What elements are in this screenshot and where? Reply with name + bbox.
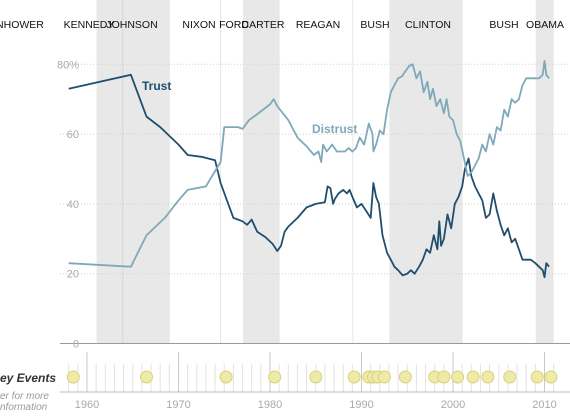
key-events-hint-line-2: nformation <box>0 402 48 413</box>
key-event-dot-12[interactable] <box>438 371 450 383</box>
key-events-hint-line-1: er for more <box>0 391 49 402</box>
president-label-nixon: NIXON <box>182 19 215 31</box>
y-tick-label-40: 40 <box>67 199 79 211</box>
key-event-dot-1[interactable] <box>141 371 153 383</box>
president-label-johnson: JOHNSON <box>106 19 157 31</box>
key-event-dot-0[interactable] <box>67 371 79 383</box>
x-tick-label-1980: 1980 <box>258 399 282 411</box>
president-label-carter: CARTER <box>242 19 285 31</box>
key-event-dot-16[interactable] <box>504 371 516 383</box>
y-tick-label-20: 20 <box>67 269 79 281</box>
president-label-obama: OBAMA <box>526 19 564 31</box>
key-event-dot-9[interactable] <box>378 371 390 383</box>
president-label-bush-2: BUSH <box>489 19 518 31</box>
president-label-bush: BUSH <box>360 19 389 31</box>
y-tick-label-80: 80% <box>57 59 79 71</box>
president-label-clinton: CLINTON <box>405 19 451 31</box>
key-event-dot-18[interactable] <box>545 371 557 383</box>
key-event-dot-10[interactable] <box>399 371 411 383</box>
key-event-dot-17[interactable] <box>531 371 543 383</box>
presidency-shading <box>97 0 554 344</box>
key-event-dot-14[interactable] <box>467 371 479 383</box>
presidency-band-2 <box>123 0 170 344</box>
series-label-trust: Trust <box>142 79 171 93</box>
president-label-eisenhower: EISENHOWER <box>0 19 44 31</box>
key-event-dot-4[interactable] <box>310 371 322 383</box>
x-tick-label-1990: 1990 <box>349 399 373 411</box>
presidency-band-1 <box>97 0 123 344</box>
key-event-dot-13[interactable] <box>452 371 464 383</box>
presidency-labels: EISENHOWERKENNEDYJOHNSONNIXONFORDCARTERR… <box>0 19 564 31</box>
x-tick-label-1970: 1970 <box>166 399 190 411</box>
key-event-dot-3[interactable] <box>269 371 281 383</box>
x-tick-label-2010: 2010 <box>532 399 556 411</box>
x-tick-label-1960: 1960 <box>75 399 99 411</box>
series-label-distrust: Distrust <box>312 122 357 136</box>
x-axis-labels: 1960 1970 1980 1990 2000 2010 <box>75 399 557 411</box>
y-tick-label-0: 0 <box>73 339 79 351</box>
president-label-reagan: REAGAN <box>296 19 340 31</box>
key-event-dot-15[interactable] <box>482 371 494 383</box>
key-events-track <box>60 352 570 392</box>
key-event-dot-5[interactable] <box>348 371 360 383</box>
y-axis-labels: 0 20 40 60 80% <box>57 59 79 350</box>
key-events-label: ey Events <box>0 371 56 385</box>
x-tick-label-2000: 2000 <box>441 399 465 411</box>
presidency-band-5 <box>243 0 280 344</box>
y-tick-label-60: 60 <box>67 129 79 141</box>
presidency-band-10 <box>536 0 554 344</box>
presidency-band-8 <box>389 0 462 344</box>
key-event-dot-2[interactable] <box>220 371 232 383</box>
